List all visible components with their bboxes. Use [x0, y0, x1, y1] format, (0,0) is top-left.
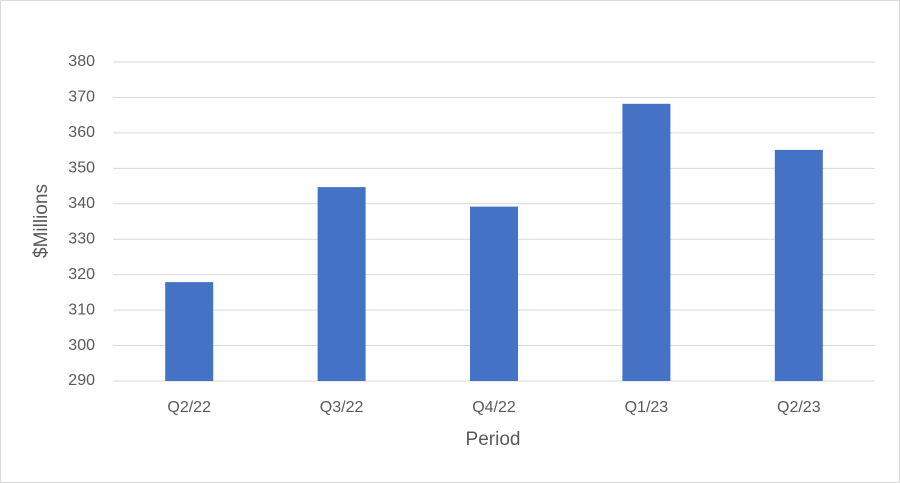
y-tick-label: 310	[68, 301, 95, 318]
x-tick-label: Q3/22	[320, 399, 364, 416]
bar	[470, 206, 518, 381]
bar	[774, 149, 823, 381]
x-axis-title: Period	[466, 429, 521, 450]
bar	[165, 282, 214, 381]
y-tick-label: 360	[68, 124, 95, 141]
y-tick-label: 350	[68, 160, 95, 177]
x-tick-label: Q4/22	[472, 399, 516, 416]
y-tick-label: 330	[68, 230, 95, 247]
y-axis-title: $Millions	[31, 184, 52, 258]
y-tick-label: 370	[68, 89, 95, 106]
x-tick-label: Q2/23	[777, 399, 821, 416]
y-tick-label: 340	[68, 195, 95, 212]
x-tick-label: Q2/22	[167, 399, 211, 416]
bar	[317, 187, 366, 381]
y-tick-label: 290	[68, 372, 95, 389]
x-tick-label: Q1/23	[625, 399, 669, 416]
y-tick-label: 300	[68, 337, 95, 354]
y-tick-label: 320	[68, 266, 95, 283]
y-tick-label: 380	[68, 53, 95, 70]
bar	[622, 103, 671, 381]
